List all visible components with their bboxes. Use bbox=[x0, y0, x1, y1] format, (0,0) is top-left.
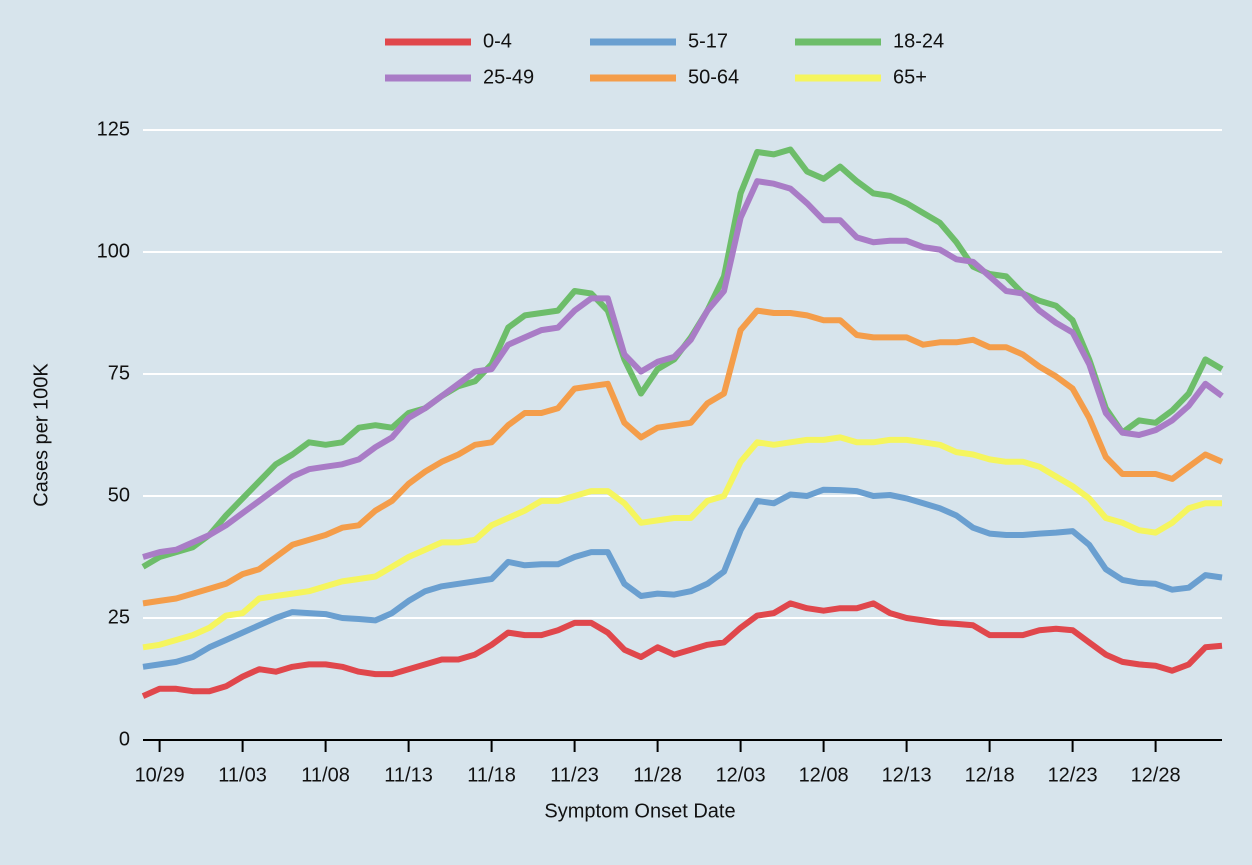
y-axis-title: Cases per 100K bbox=[30, 363, 52, 507]
y-tick-label: 25 bbox=[108, 606, 130, 628]
series-line bbox=[142, 307, 1224, 607]
x-axis-title: Symptom Onset Date bbox=[544, 800, 735, 822]
series-line bbox=[142, 178, 1224, 560]
legend-label: 5-17 bbox=[688, 30, 728, 52]
series-line bbox=[141, 600, 1223, 699]
x-tick-label: 12/18 bbox=[965, 764, 1015, 786]
y-tick-label: 50 bbox=[108, 484, 130, 506]
x-tick-label: 12/28 bbox=[1131, 764, 1181, 786]
legend-label: 18-24 bbox=[893, 30, 944, 52]
series-line bbox=[142, 434, 1222, 651]
x-tick-label: 12/13 bbox=[882, 764, 932, 786]
series-line bbox=[142, 486, 1223, 670]
x-tick-label: 10/29 bbox=[135, 764, 185, 786]
y-tick-label: 125 bbox=[97, 118, 130, 140]
x-tick-label: 11/03 bbox=[218, 764, 267, 786]
y-tick-label: 0 bbox=[119, 728, 130, 750]
x-tick-label: 11/08 bbox=[301, 764, 350, 786]
y-tick-label: 100 bbox=[97, 240, 130, 262]
legend-label: 25-49 bbox=[483, 66, 534, 88]
x-tick-label: 11/18 bbox=[467, 764, 516, 786]
legend-label: 0-4 bbox=[483, 30, 512, 52]
x-tick-label: 12/23 bbox=[1048, 764, 1098, 786]
legend-label: 65+ bbox=[893, 66, 927, 88]
x-tick-label: 12/03 bbox=[716, 764, 766, 786]
series-line bbox=[141, 146, 1224, 570]
x-tick-label: 11/28 bbox=[633, 764, 682, 786]
y-tick-label: 75 bbox=[108, 362, 130, 384]
legend-label: 50-64 bbox=[688, 66, 739, 88]
x-tick-label: 11/23 bbox=[550, 764, 599, 786]
x-tick-label: 11/13 bbox=[384, 764, 433, 786]
x-tick-label: 12/08 bbox=[799, 764, 849, 786]
